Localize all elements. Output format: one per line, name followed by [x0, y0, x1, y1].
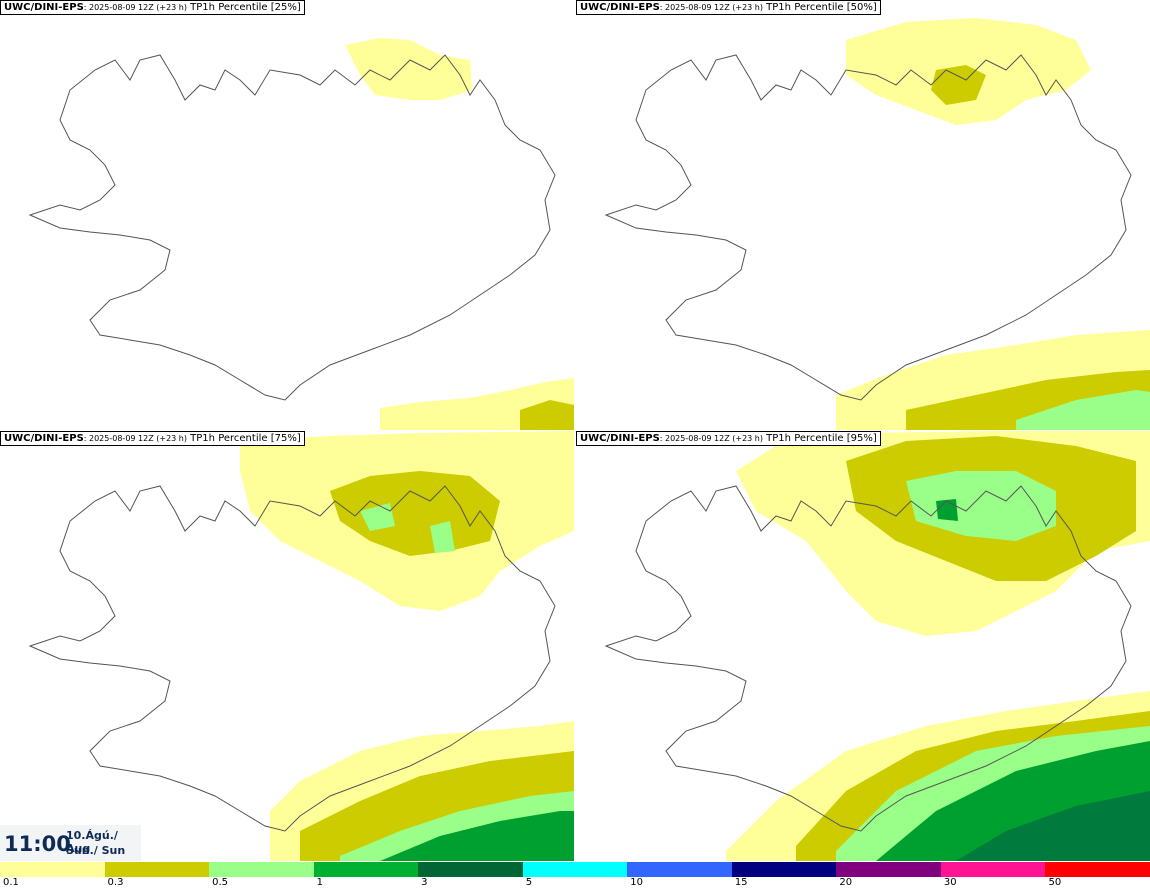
- legend-swatch: [1045, 862, 1150, 877]
- legend-tick-label: 1: [316, 877, 323, 888]
- map-panel-25: UWC/DINI-EPS: 2025-08-09 12Z (+23 h) TP1…: [0, 0, 574, 430]
- panel-title: UWC/DINI-EPS: 2025-08-09 12Z (+23 h) TP1…: [0, 0, 305, 15]
- legend-swatch: [940, 862, 1046, 877]
- legend-swatch: [836, 862, 941, 877]
- legend-swatch: [209, 862, 314, 877]
- valid-date-line1: 10.Ágú./ Aug: [66, 829, 118, 855]
- legend-swatch: [522, 862, 628, 877]
- color-legend: [0, 862, 1150, 877]
- legend-tick-label: 0.1: [3, 877, 19, 888]
- precip-areas: [345, 38, 574, 430]
- iceland-coastline: [28, 485, 556, 832]
- legend-tick-label: 10: [630, 877, 643, 888]
- map-panel-95: UWC/DINI-EPS: 2025-08-09 12Z (+23 h) TP1…: [576, 431, 1150, 861]
- valid-time: 11:00: [4, 832, 71, 856]
- legend-swatch: [731, 862, 837, 877]
- panel-title: UWC/DINI-EPS: 2025-08-09 12Z (+23 h) TP1…: [0, 431, 305, 446]
- panel-title: UWC/DINI-EPS: 2025-08-09 12Z (+23 h) TP1…: [576, 0, 881, 15]
- legend-swatch: [104, 862, 210, 877]
- precip-areas: [726, 431, 1150, 861]
- precip-areas: [240, 431, 574, 861]
- legend-swatch: [418, 862, 523, 877]
- map-panel-50: UWC/DINI-EPS: 2025-08-09 12Z (+23 h) TP1…: [576, 0, 1150, 430]
- map-canvas: [28, 38, 574, 430]
- legend-swatch: [627, 862, 732, 877]
- legend-tick-label: 15: [734, 877, 748, 888]
- map-canvas: [604, 431, 1150, 861]
- legend-swatch: [0, 862, 105, 877]
- legend-tick-label: 5: [525, 877, 533, 888]
- map-canvas: [28, 431, 574, 861]
- valid-date-line2: Sun./ Sun: [66, 844, 126, 857]
- map-panel-75: UWC/DINI-EPS: 2025-08-09 12Z (+23 h) TP1…: [0, 431, 574, 861]
- panel-title: UWC/DINI-EPS: 2025-08-09 12Z (+23 h) TP1…: [576, 431, 881, 446]
- legend-tick-label: 20: [839, 877, 853, 888]
- precip-areas: [836, 18, 1150, 430]
- iceland-coastline: [604, 485, 1132, 832]
- map-canvas: [604, 18, 1150, 430]
- legend-tick-label: 0.3: [107, 877, 124, 888]
- legend-tick-label: 0.5: [212, 877, 228, 888]
- iceland-coastline: [604, 54, 1132, 401]
- legend-tick-label: 50: [1048, 877, 1062, 888]
- legend-ticks: 0.1 0.3 0.5 1 3 5 10 15 20 30 50: [0, 877, 1150, 891]
- legend-tick-label: 3: [421, 877, 428, 888]
- legend-swatch: [313, 862, 419, 877]
- valid-time-box: 11:00 10.Ágú./ Aug Sun./ Sun: [0, 825, 141, 861]
- iceland-coastline: [28, 54, 556, 401]
- legend-tick-label: 30: [943, 877, 957, 888]
